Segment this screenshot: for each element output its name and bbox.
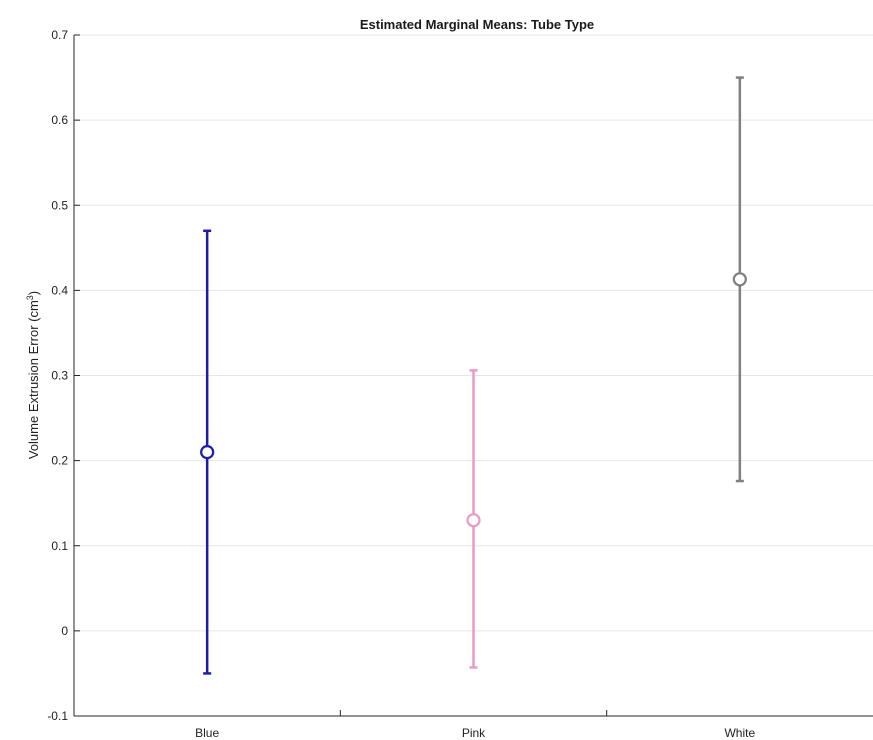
y-tick-label: 0.4: [51, 283, 68, 297]
error-bar-white: [732, 76, 747, 483]
x-tick-label: Pink: [462, 726, 486, 740]
y-tick-label: 0: [61, 624, 68, 638]
y-tick-label: 0.7: [51, 28, 68, 42]
mean-marker: [732, 272, 747, 287]
y-axis-label-superscript: 3: [25, 295, 35, 300]
y-axis-label-suffix: ): [26, 291, 41, 295]
y-tick-label: 0.6: [51, 113, 68, 127]
error-bars: [200, 76, 747, 675]
mean-marker: [466, 513, 481, 528]
error-bar-blue: [200, 229, 215, 675]
x-tick-label: Blue: [195, 726, 219, 740]
y-tick-label: 0.2: [51, 454, 68, 468]
chart-title: Estimated Marginal Means: Tube Type: [360, 17, 594, 32]
y-tick-label: 0.3: [51, 369, 68, 383]
y-tick-label: 0.5: [51, 198, 68, 212]
y-tick-label: 0.1: [51, 539, 68, 553]
error-bar-pink: [466, 369, 481, 669]
mean-marker: [200, 445, 215, 460]
y-axis-ticks: -0.1 0 0.1 0.2 0.3 0.4 0.5 0.6 0.7: [47, 28, 80, 723]
x-axis-ticks: Blue Pink White: [195, 710, 755, 740]
y-tick-label: -0.1: [47, 709, 68, 723]
y-axis-label-text: Volume Extrusion Error (cm: [26, 300, 41, 459]
x-tick-label: White: [724, 726, 755, 740]
y-axis-label: Volume Extrusion Error (cm3): [25, 291, 41, 459]
